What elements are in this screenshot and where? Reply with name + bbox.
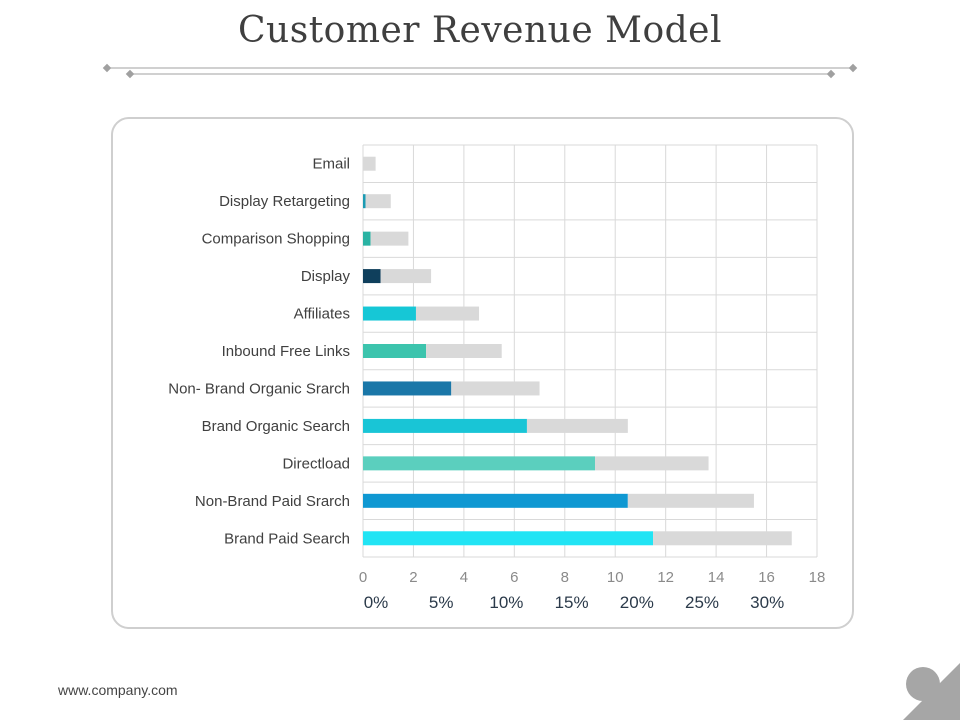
x-tick-label: 18 <box>809 569 826 586</box>
x-tick-label: 16 <box>758 569 775 586</box>
percent-label: 25% <box>685 593 719 612</box>
bar-primary <box>363 418 527 433</box>
bar-remainder <box>380 269 432 284</box>
percent-label: 10% <box>489 593 523 612</box>
slide-title: Customer Revenue Model <box>237 10 722 51</box>
x-tick-label: 4 <box>460 569 468 586</box>
category-label: Display <box>301 268 351 285</box>
x-tick-label: 8 <box>561 569 569 586</box>
bar-primary <box>363 194 366 209</box>
category-label: Non- Brand Organic Srarch <box>168 380 350 397</box>
bar-remainder <box>451 381 540 396</box>
bar-primary <box>363 344 427 358</box>
bar-remainder <box>426 344 502 358</box>
percent-label: 0% <box>364 593 389 612</box>
x-tick-label: 12 <box>657 569 674 586</box>
bar-primary <box>363 231 371 246</box>
bar-remainder <box>526 418 628 433</box>
percent-label: 30% <box>750 593 784 612</box>
category-label: Display Retargeting <box>219 193 350 210</box>
bar-primary <box>363 493 628 508</box>
bar-remainder <box>653 531 792 546</box>
bar-primary <box>363 381 452 396</box>
title-divider <box>102 63 858 79</box>
bar-remainder <box>595 456 709 471</box>
category-label: Comparison Shopping <box>202 231 350 248</box>
category-label: Non-Brand Paid Srarch <box>195 493 350 510</box>
x-tick-label: 10 <box>607 569 624 586</box>
bar-remainder <box>363 156 376 171</box>
bar-remainder <box>370 231 409 246</box>
percent-label: 15% <box>555 593 589 612</box>
category-label: Directload <box>282 455 350 472</box>
category-label: Brand Paid Search <box>224 530 350 547</box>
bar-primary <box>363 306 416 321</box>
bar-primary <box>363 531 654 546</box>
bar-primary <box>363 456 596 471</box>
bar-remainder <box>365 194 391 209</box>
bar-remainder <box>627 493 754 508</box>
category-label: Email <box>312 156 350 173</box>
chart-frame <box>111 117 854 629</box>
footer-url: www.company.com <box>58 682 178 698</box>
bar-primary <box>363 269 381 284</box>
category-label: Affiliates <box>294 306 350 323</box>
x-tick-label: 2 <box>409 569 417 586</box>
bar-remainder <box>415 306 480 321</box>
x-tick-label: 0 <box>359 569 367 586</box>
percent-label: 5% <box>429 593 454 612</box>
x-tick-label: 6 <box>510 569 518 586</box>
category-label: Inbound Free Links <box>222 343 350 360</box>
category-label: Brand Organic Search <box>202 418 350 435</box>
percent-label: 20% <box>620 593 654 612</box>
x-tick-label: 14 <box>708 569 725 586</box>
